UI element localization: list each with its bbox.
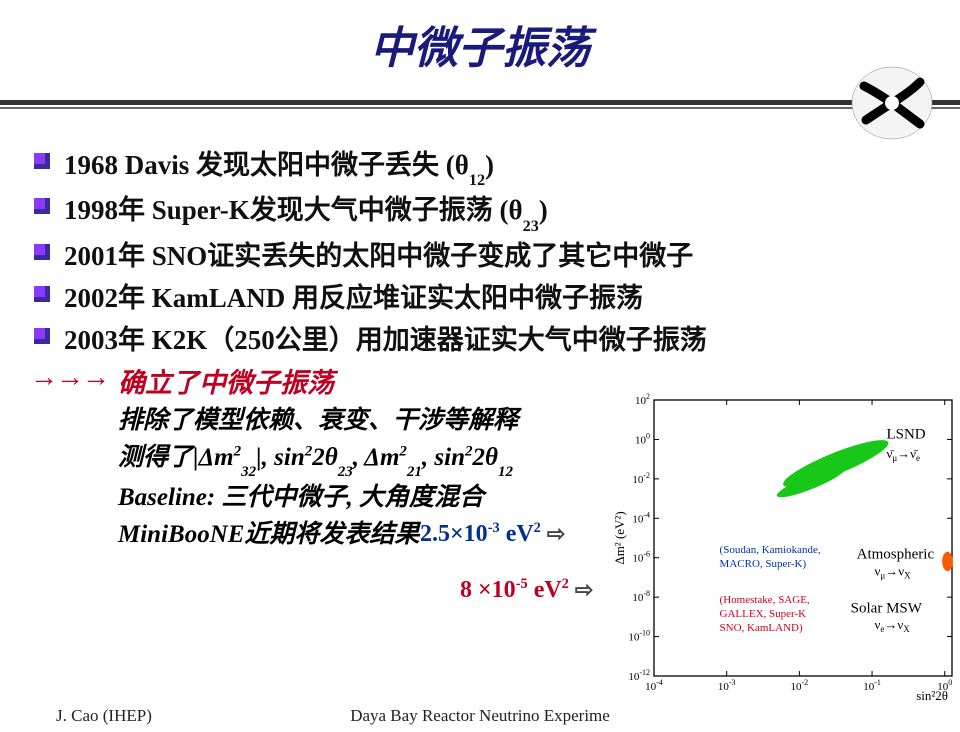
bullet-item: 2001年 SNO证实丢失的太阳中微子变成了其它中微子 — [30, 234, 930, 273]
bullet-text: 1968 Davis 发现太阳中微子丢失 (θ12) — [64, 143, 494, 185]
callouts: 2.5×10-3 eV2⇨ 8 ×10-5 eV2⇨ — [420, 520, 593, 604]
svg-text:102: 102 — [635, 392, 650, 407]
bullet-item: 2003年 K2K（250公里）用加速器证实大气中微子振荡 — [30, 318, 930, 357]
svg-text:ν̄μ→ν̄e: ν̄μ→ν̄e — [886, 446, 920, 463]
svg-text:10-2: 10-2 — [632, 471, 650, 486]
svg-text:Solar MSW: Solar MSW — [851, 601, 923, 617]
bullet-icon — [34, 198, 50, 214]
bullet-icon — [34, 153, 50, 169]
bullet-text: 2003年 K2K（250公里）用加速器证实大气中微子振荡 — [64, 318, 707, 357]
svg-text:10-3: 10-3 — [718, 678, 736, 693]
bullet-text: 1998年 Super-K发现大气中微子振荡 (θ23) — [64, 188, 548, 230]
bullet-item: 1998年 Super-K发现大气中微子振荡 (θ23) — [30, 188, 930, 230]
svg-text:10-10: 10-10 — [628, 629, 650, 644]
svg-text:(Homestake, SAGE,: (Homestake, SAGE, — [720, 594, 810, 606]
svg-text:10-1: 10-1 — [863, 678, 881, 693]
callout-solar: 8 ×10-5 eV2⇨ — [460, 576, 593, 604]
slide-title: 中微子振荡 — [0, 12, 960, 76]
footer: J. Cao (IHEP) Daya Bay Reactor Neutrino … — [0, 706, 960, 726]
title-rule — [0, 100, 960, 109]
bullet-icon — [34, 328, 50, 344]
svg-text:Atmospheric: Atmospheric — [857, 547, 935, 563]
bullet-icon — [34, 286, 50, 302]
callout-atm: 2.5×10-3 eV2⇨ — [420, 520, 593, 548]
svg-text:LSND: LSND — [886, 427, 925, 443]
bullet-item: 1968 Davis 发现太阳中微子丢失 (θ12) — [30, 143, 930, 185]
svg-text:SNO, KamLAND): SNO, KamLAND) — [720, 622, 803, 634]
svg-text:10-8: 10-8 — [632, 589, 650, 604]
bullet-text: 2002年 KamLAND 用反应堆证实太阳中微子振荡 — [64, 276, 643, 315]
svg-text:10-4: 10-4 — [645, 678, 663, 693]
svg-text:(Soudan, Kamiokande,: (Soudan, Kamiokande, — [720, 544, 821, 556]
arrow-icon: →→→ — [30, 361, 108, 393]
confirm-text: 确立了中微子振荡 — [118, 361, 334, 400]
svg-text:100: 100 — [937, 678, 952, 693]
svg-text:10-2: 10-2 — [791, 678, 809, 693]
bullet-icon — [34, 244, 50, 260]
arrow-right-icon: ⇨ — [547, 521, 565, 547]
svg-text:MACRO, Super-K): MACRO, Super-K) — [720, 558, 807, 570]
svg-text:10-4: 10-4 — [632, 510, 650, 525]
svg-text:100: 100 — [635, 431, 650, 446]
svg-text:Δm² (eV²): Δm² (eV²) — [612, 511, 627, 564]
galaxy-logo — [850, 64, 934, 142]
svg-text:GALLEX, Super-K: GALLEX, Super-K — [720, 608, 807, 620]
footer-author: J. Cao (IHEP) — [56, 706, 152, 726]
exclusion-chart: Δm² (eV²)sin²2θ10-1210-1010-810-610-410-… — [610, 392, 958, 704]
arrow-right-icon: ⇨ — [575, 577, 593, 603]
bullet-text: 2001年 SNO证实丢失的太阳中微子变成了其它中微子 — [64, 234, 693, 273]
bullet-item: 2002年 KamLAND 用反应堆证实太阳中微子振荡 — [30, 276, 930, 315]
svg-text:10-6: 10-6 — [632, 550, 650, 565]
